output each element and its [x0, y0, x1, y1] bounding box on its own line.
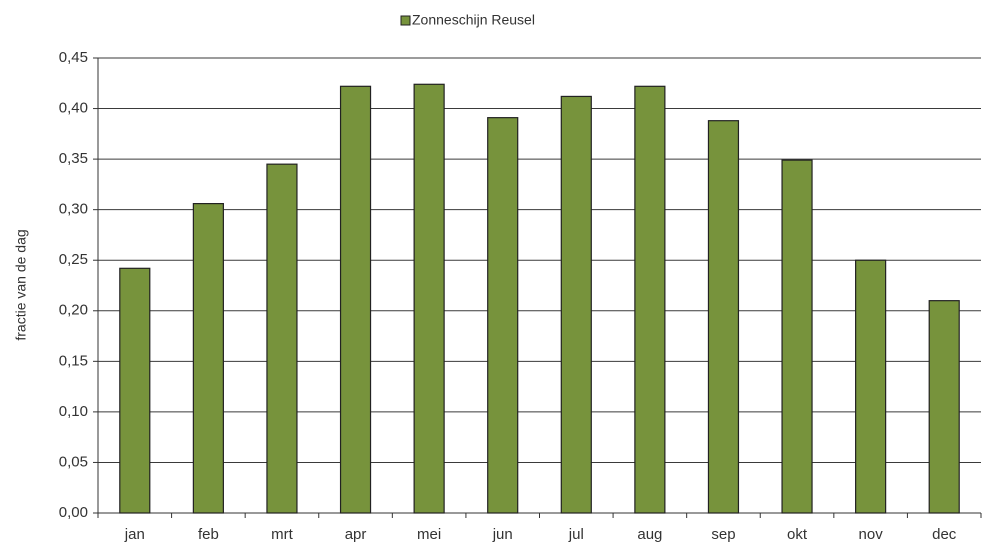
x-tick-label: jul	[568, 526, 584, 543]
y-tick-label: 0,40	[59, 100, 88, 117]
bar	[928, 300, 960, 514]
bar	[266, 163, 298, 514]
bar	[560, 95, 592, 514]
x-tick-label: apr	[345, 526, 367, 543]
y-tick-label: 0,45	[59, 49, 88, 66]
x-tick-label: okt	[787, 526, 808, 543]
bar	[855, 259, 887, 514]
y-tick-label: 0,20	[59, 302, 88, 319]
x-tick-label: mrt	[271, 526, 293, 543]
y-tick-label: 0,25	[59, 251, 88, 268]
x-tick-label: sep	[711, 526, 735, 543]
bar	[707, 120, 740, 514]
x-tick-label: mei	[417, 526, 441, 543]
bar	[413, 83, 445, 514]
bar	[192, 203, 224, 514]
x-tick-label: jun	[492, 526, 513, 543]
y-tick-label: 0,15	[59, 352, 88, 369]
y-tick-label: 0,05	[59, 453, 88, 470]
bar	[339, 85, 372, 514]
bar	[487, 117, 519, 514]
legend-label: Zonneschijn Reusel	[412, 12, 535, 28]
x-tick-label: feb	[198, 526, 219, 543]
y-tick-label: 0,35	[59, 150, 88, 167]
bar	[119, 267, 151, 514]
x-tick-label: jan	[124, 526, 145, 543]
x-tick-label: aug	[637, 526, 662, 543]
bar	[634, 85, 666, 514]
y-tick-label: 0,30	[59, 201, 88, 218]
y-tick-label: 0,00	[59, 504, 88, 521]
bar	[781, 159, 813, 514]
y-axis-label: fractie van de dag	[13, 229, 29, 340]
y-tick-label: 0,10	[59, 403, 88, 420]
legend-swatch	[400, 15, 411, 26]
x-tick-label: nov	[859, 526, 884, 543]
x-tick-label: dec	[932, 526, 957, 543]
